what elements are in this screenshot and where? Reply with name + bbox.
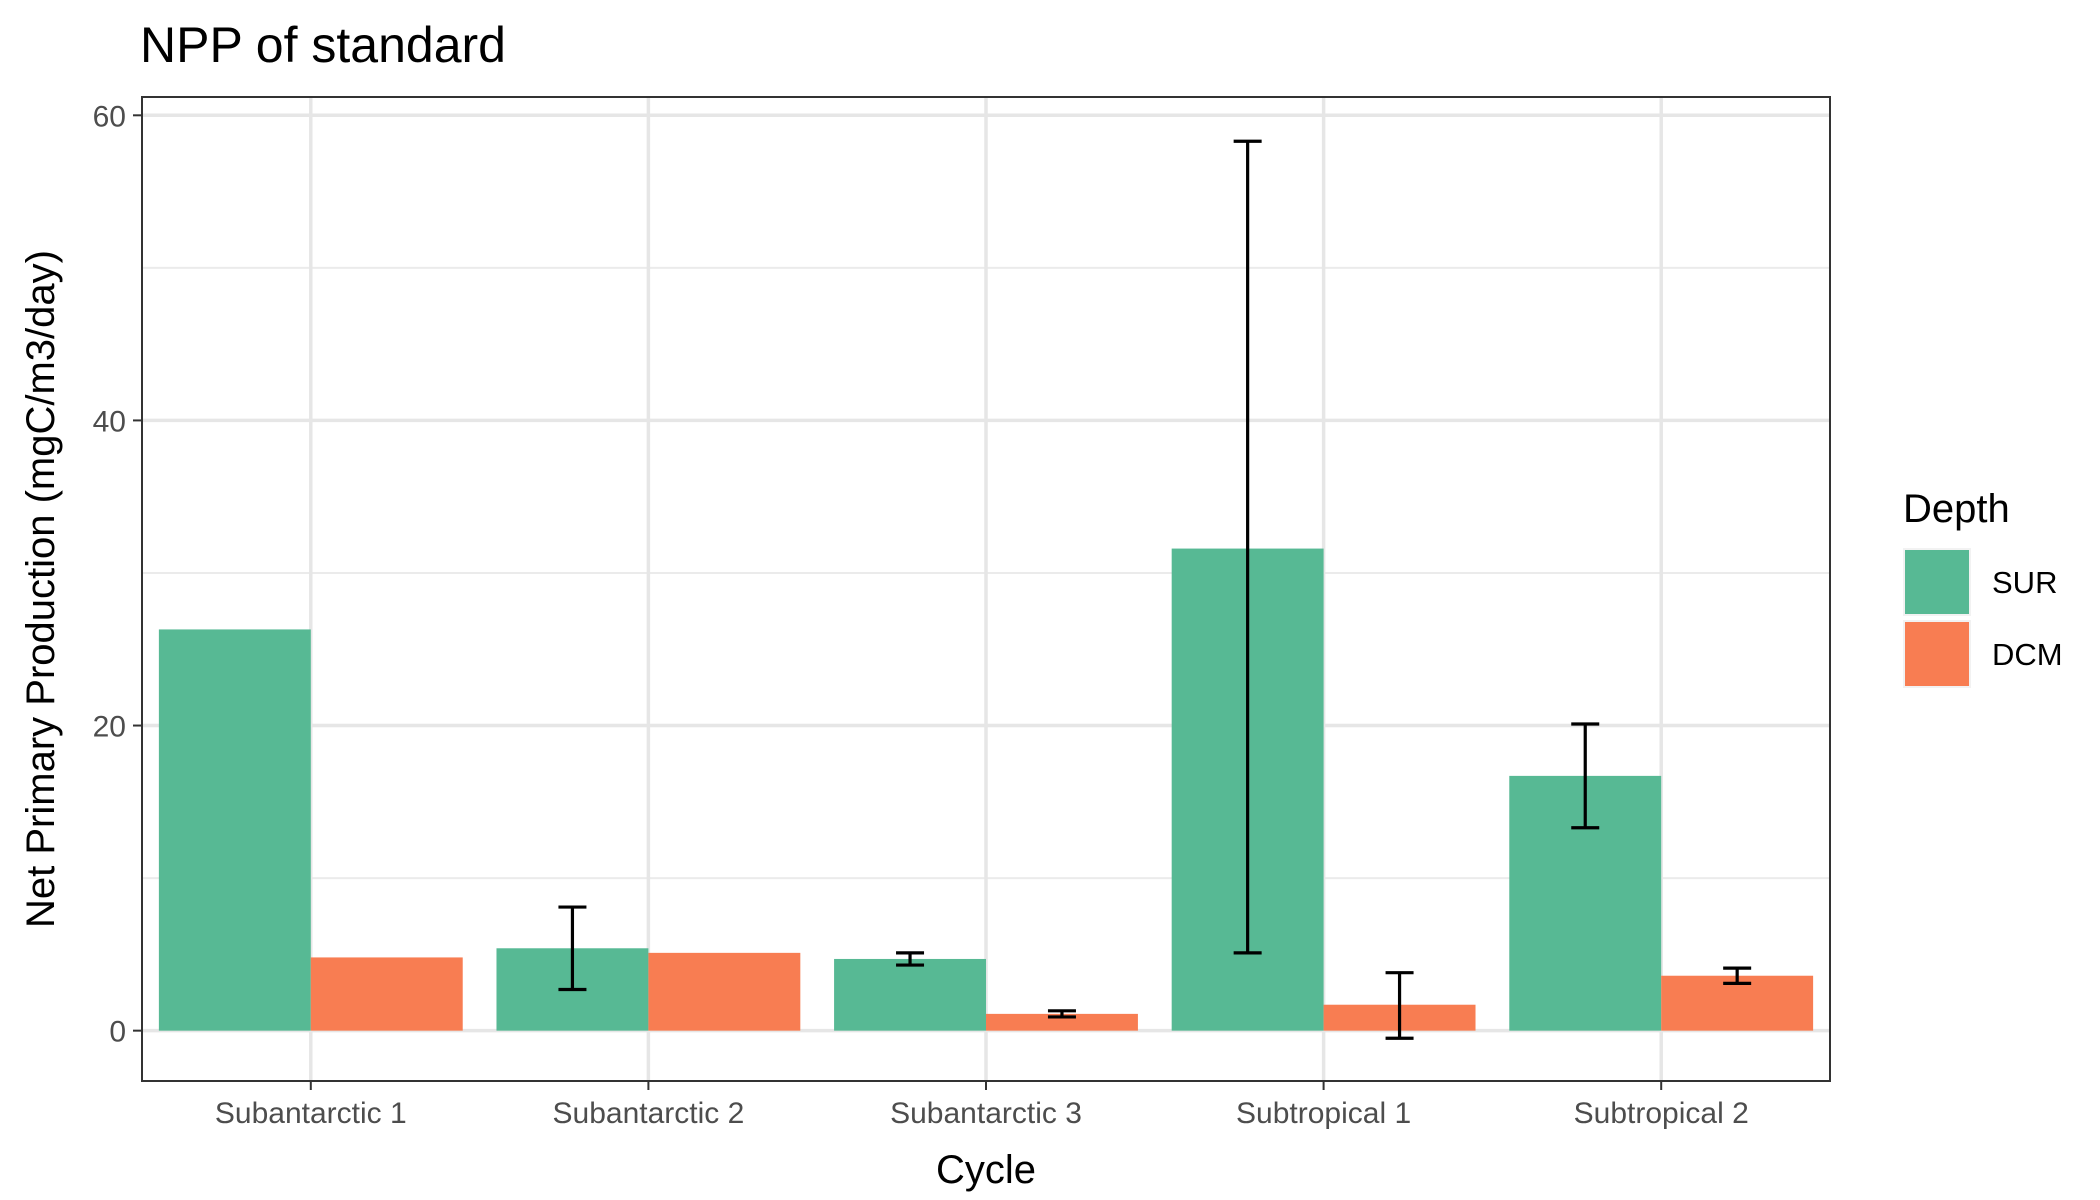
error-bar-sur-2 bbox=[558, 905, 587, 992]
legend-label-sur: SUR bbox=[1992, 565, 2057, 600]
chart-title: NPP of standard bbox=[140, 17, 506, 73]
legend-label-dcm: DCM bbox=[1992, 637, 2063, 672]
bar-dcm-1 bbox=[310, 957, 463, 1031]
y-tick-label: 40 bbox=[93, 405, 126, 438]
y-axis-title: Net Primary Production (mgC/m3/day) bbox=[19, 250, 63, 928]
legend: Depth SUR DCM bbox=[1903, 487, 2063, 688]
x-tick-label: Subantarctic 1 bbox=[215, 1097, 407, 1130]
error-bar-dcm-5 bbox=[1723, 966, 1752, 985]
legend-key-sur bbox=[1905, 550, 1969, 614]
error-bar-dcm-4 bbox=[1385, 971, 1414, 1040]
x-axis-title: Cycle bbox=[936, 1148, 1036, 1192]
y-tick-label: 0 bbox=[109, 1016, 126, 1049]
y-axis: 0 20 40 60 bbox=[93, 100, 142, 1049]
y-tick-label: 20 bbox=[93, 711, 126, 744]
x-tick-label: Subantarctic 3 bbox=[890, 1097, 1082, 1130]
bar-dcm-2 bbox=[648, 952, 801, 1031]
x-tick-label: Subtropical 2 bbox=[1574, 1097, 1749, 1130]
error-bar-sur-5 bbox=[1571, 722, 1600, 830]
error-bar-dcm-3 bbox=[1047, 1009, 1076, 1019]
x-tick-label: Subtropical 1 bbox=[1236, 1097, 1411, 1130]
bar-sur-1 bbox=[158, 629, 311, 1031]
x-axis: Subantarctic 1 Subantarctic 2 Subantarctic… bbox=[215, 1081, 1749, 1130]
error-bar-sur-4 bbox=[1233, 139, 1262, 955]
legend-title: Depth bbox=[1903, 487, 2010, 531]
x-tick-label: Subantarctic 2 bbox=[553, 1097, 745, 1130]
bar-dcm-3 bbox=[986, 1013, 1138, 1031]
bar-sur-3 bbox=[834, 958, 986, 1031]
legend-key-dcm bbox=[1905, 622, 1969, 686]
y-tick-label: 60 bbox=[93, 100, 126, 133]
error-bars-layer bbox=[558, 139, 1752, 1040]
error-bar-sur-3 bbox=[896, 951, 925, 967]
